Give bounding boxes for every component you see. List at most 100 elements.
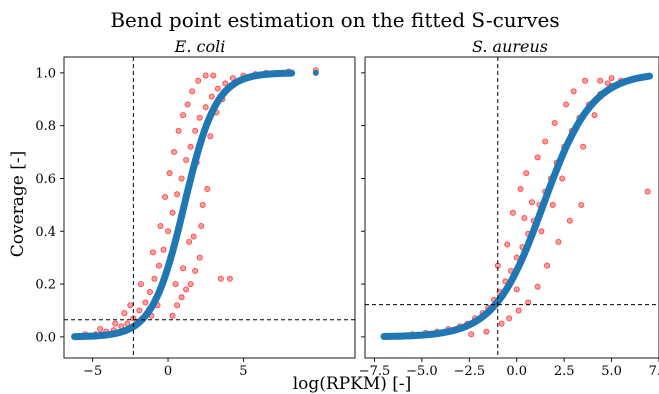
observed-point — [171, 149, 178, 156]
fitted-point — [246, 74, 253, 81]
fitted-point — [396, 333, 403, 340]
plot-area-ecoli — [64, 57, 355, 358]
observed-point — [196, 114, 203, 121]
observed-point — [202, 72, 209, 79]
observed-point — [149, 249, 156, 256]
observed-point — [534, 283, 541, 290]
fitted-point — [532, 222, 539, 229]
observed-point — [226, 275, 233, 282]
fitted-point — [623, 78, 630, 85]
observed-point — [538, 228, 545, 235]
fitted-point — [83, 333, 90, 340]
fitted-point — [464, 322, 471, 329]
x-axis-label: log(RPKM) [-] — [293, 374, 412, 394]
panel-frame-ecoli — [63, 56, 356, 359]
x-tick-label: −7.5 — [359, 364, 391, 379]
fitted-point — [137, 317, 144, 324]
fitted-point — [270, 70, 277, 77]
observed-point — [504, 241, 511, 248]
observed-point — [580, 143, 587, 150]
observed-point — [178, 175, 185, 182]
observed-point — [515, 307, 522, 314]
fitted-point — [638, 74, 645, 81]
observed-point — [174, 302, 181, 309]
observed-point — [517, 186, 524, 193]
fitted-point — [570, 128, 577, 135]
observed-point — [160, 246, 167, 253]
fitted-point — [487, 307, 494, 314]
fitted-point — [204, 120, 211, 127]
y-tick-label: 1.0 — [35, 66, 56, 81]
y-axis-label: Coverage [-] — [8, 151, 28, 258]
observed-point — [199, 201, 206, 208]
y-tick-label: 0.2 — [35, 278, 56, 293]
x-tick-label: 0 — [164, 364, 172, 379]
fitted-point — [312, 69, 319, 76]
observed-point — [142, 299, 149, 306]
observed-point — [208, 93, 215, 100]
panel-frame-saureus — [364, 56, 659, 359]
observed-point — [157, 222, 164, 229]
fitted-point — [149, 301, 156, 308]
observed-point — [175, 127, 182, 134]
observed-point — [214, 85, 221, 92]
observed-point — [498, 320, 505, 327]
observed-point — [207, 133, 214, 140]
fitted-point — [89, 333, 96, 340]
fitted-point — [540, 201, 547, 208]
observed-point — [222, 80, 229, 87]
observed-point — [146, 288, 153, 295]
y-tick-label: 0.4 — [35, 225, 56, 240]
observed-point — [597, 77, 604, 84]
x-tick-label: 0.0 — [506, 364, 527, 379]
fitted-point — [472, 318, 479, 325]
observed-point — [217, 275, 224, 282]
fitted-point — [180, 206, 187, 213]
observed-point — [162, 193, 169, 200]
observed-point — [559, 175, 566, 182]
observed-point — [178, 294, 185, 301]
fitted-point — [125, 326, 132, 333]
fitted-point — [168, 254, 175, 261]
observed-point — [555, 238, 562, 245]
observed-point — [528, 199, 535, 206]
fitted-point — [143, 311, 150, 318]
observed-point — [542, 138, 549, 145]
fitted-point — [509, 274, 516, 281]
fitted-point — [276, 70, 283, 77]
panel-title-saureus: S. aureus — [472, 37, 548, 56]
x-tick-label: 7.5 — [649, 364, 659, 379]
observed-point — [180, 265, 187, 272]
observed-point — [578, 201, 585, 208]
fitted-point — [434, 330, 441, 337]
observed-point — [506, 315, 513, 322]
observed-point — [582, 77, 589, 84]
fitted-point — [174, 231, 181, 238]
fitted-point — [258, 71, 265, 78]
fitted-point — [608, 84, 615, 91]
observed-point — [513, 286, 520, 293]
y-tick-label: 0.0 — [35, 330, 56, 345]
observed-point — [136, 307, 143, 314]
fitted-point — [380, 333, 387, 340]
fitted-point — [210, 106, 217, 113]
observed-point — [483, 328, 490, 335]
y-tick-label: 0.8 — [35, 119, 56, 134]
fitted-point — [494, 298, 501, 305]
fitted-point — [288, 70, 295, 77]
y-tick-label: 0.6 — [35, 172, 56, 187]
fitted-point — [411, 332, 418, 339]
fitted-point — [525, 241, 532, 248]
observed-point — [644, 188, 651, 195]
observed-point — [187, 281, 194, 288]
fitted-point — [101, 332, 108, 339]
fitted-point — [585, 105, 592, 112]
observed-point — [195, 77, 202, 84]
observed-point — [151, 275, 158, 282]
x-tick-label: −2.5 — [454, 364, 486, 379]
observed-point — [198, 222, 205, 229]
fitted-point — [71, 333, 78, 340]
fitted-point — [228, 82, 235, 89]
x-tick-label: 2.5 — [554, 364, 575, 379]
